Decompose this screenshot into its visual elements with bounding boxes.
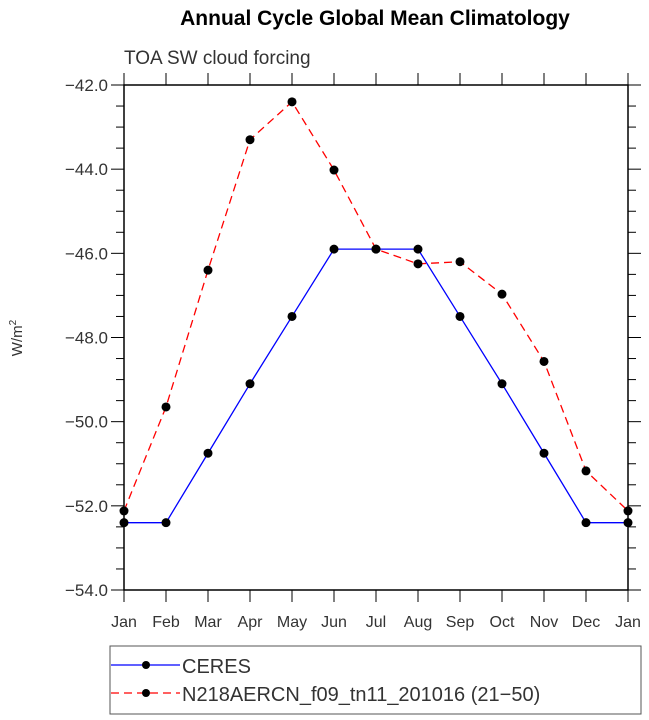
data-point-0 [119, 518, 129, 528]
data-point-1 [371, 244, 381, 254]
data-point-0 [455, 311, 465, 321]
y-tick-label: −42.0 [65, 76, 108, 95]
data-point-1 [329, 165, 339, 175]
x-tick-label: May [277, 614, 307, 631]
y-axis-label: W/m2 [8, 319, 26, 356]
data-point-1 [455, 257, 465, 267]
data-point-1 [581, 466, 591, 476]
series-line-0 [124, 248, 628, 524]
legend-marker-0 [142, 661, 150, 669]
data-point-1 [497, 289, 507, 299]
y-tick-label: −52.0 [65, 497, 108, 516]
y-tick-label: −46.0 [65, 244, 108, 263]
data-point-0 [623, 518, 633, 528]
legend-box [109, 645, 642, 715]
data-point-0 [581, 518, 591, 528]
data-point-0 [203, 448, 213, 458]
y-tick-label: −44.0 [65, 160, 108, 179]
data-point-0 [413, 244, 423, 254]
x-tick-label: Oct [490, 614, 515, 631]
data-point-1 [413, 259, 423, 269]
y-tick-label: −50.0 [65, 413, 108, 432]
chart-subtitle: TOA SW cloud forcing [124, 48, 311, 69]
data-point-0 [329, 244, 339, 254]
legend-label-1: N218AERCN_f09_tn11_201016 (21−50) [182, 684, 540, 706]
x-tick-label: Jul [366, 614, 386, 631]
data-point-1 [161, 402, 171, 412]
y-axis-label-sup: 2 [8, 319, 19, 325]
y-axis-label-text: W/m [9, 325, 26, 356]
legend-marker-1 [142, 689, 150, 697]
data-point-1 [287, 97, 297, 107]
data-point-0 [497, 379, 507, 389]
x-tick-label: Jun [321, 614, 347, 631]
y-tick-label: −48.0 [65, 329, 108, 348]
x-tick-label: Jan [111, 614, 137, 631]
x-tick-label: Dec [572, 614, 600, 631]
data-point-0 [539, 448, 549, 458]
series-line-1 [123, 100, 629, 512]
plot-frame [123, 84, 629, 591]
data-point-0 [245, 379, 255, 389]
x-tick-label: Apr [238, 614, 264, 631]
legend-label-0: CERES [182, 656, 251, 678]
x-tick-label: Nov [530, 614, 558, 631]
x-tick-label: Sep [446, 614, 475, 631]
x-tick-label: Aug [404, 614, 432, 631]
data-point-1 [245, 135, 255, 145]
data-point-0 [287, 311, 297, 321]
data-point-1 [539, 356, 549, 366]
x-tick-label: Mar [194, 614, 222, 631]
data-point-1 [203, 265, 213, 275]
data-point-1 [119, 506, 129, 516]
y-tick-label: −54.0 [65, 581, 108, 600]
data-point-1 [623, 506, 633, 516]
x-tick-label: Jan [615, 614, 641, 631]
chart-title: Annual Cycle Global Mean Climatology [180, 7, 570, 30]
data-point-0 [161, 518, 171, 528]
x-tick-label: Feb [152, 614, 180, 631]
